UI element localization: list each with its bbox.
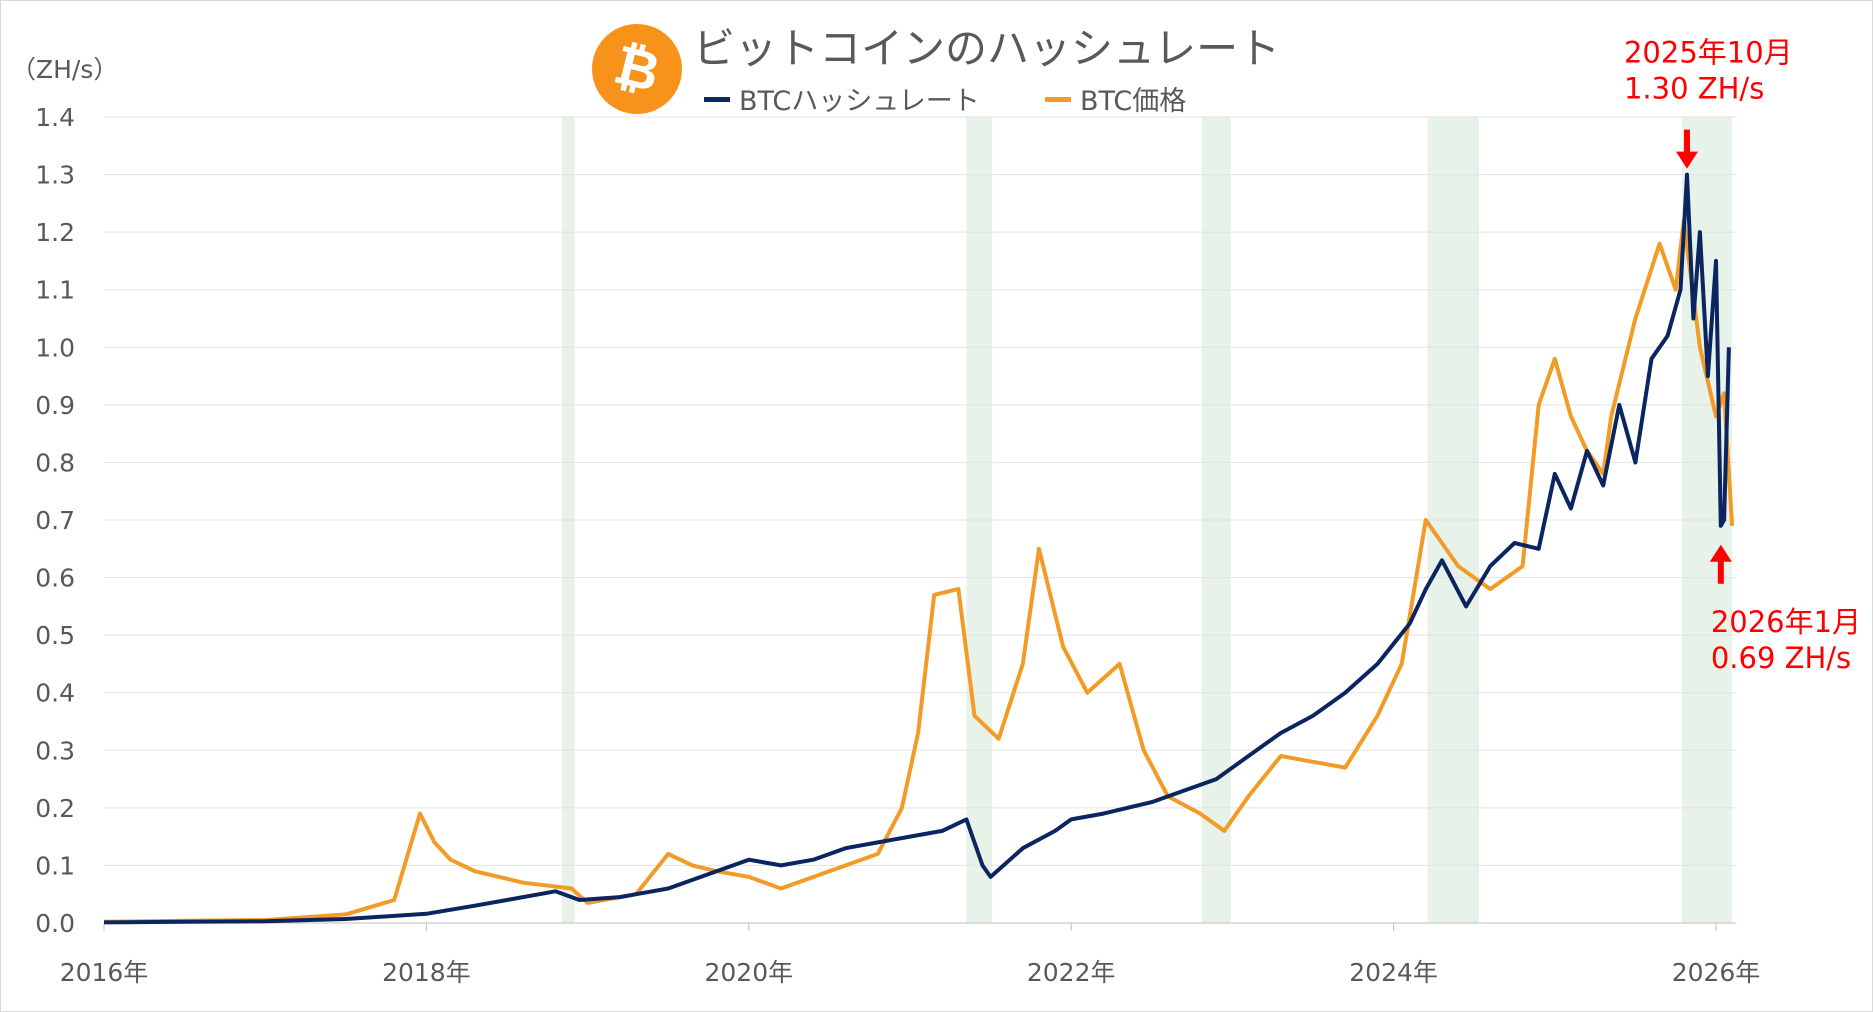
y-tick-label: 1.1 <box>35 276 75 305</box>
annotation-value: 0.69 ZH/s <box>1711 641 1851 675</box>
legend-label-hashrate: BTCハッシュレート <box>739 86 980 117</box>
arrow-up-icon <box>1709 544 1732 584</box>
x-tick-label: 2018年 <box>382 958 471 987</box>
legend-label-price: BTC価格 <box>1080 86 1186 117</box>
y-tick-label: 1.4 <box>35 103 75 132</box>
y-tick-label: 0.2 <box>35 794 75 823</box>
y-tick-label: 1.3 <box>35 161 75 190</box>
x-tick-label: 2020年 <box>704 958 793 987</box>
annotation-value: 1.30 ZH/s <box>1624 72 1764 106</box>
legend-swatch-price <box>1045 97 1071 102</box>
y-tick-label: 0.9 <box>35 391 75 420</box>
x-tick-label: 2026年 <box>1672 958 1761 987</box>
chart-header: ₿ ビットコインのハッシュレート BTCハッシュレート BTC価格 <box>592 24 1280 117</box>
arrow-down-icon <box>1675 129 1698 169</box>
x-tick-label: 2024年 <box>1349 958 1438 987</box>
y-tick-label: 0.4 <box>35 679 75 708</box>
y-tick-label: 1.0 <box>35 333 75 362</box>
y-tick-label: 0.5 <box>35 621 75 650</box>
y-tick-label: 0.1 <box>35 851 75 880</box>
annotation-label: 2026年1月 <box>1711 605 1861 639</box>
legend-swatch-hashrate <box>704 97 730 102</box>
y-tick-label: 0.7 <box>35 506 75 535</box>
x-tick-label: 2016年 <box>60 958 149 987</box>
y-tick-label: 0.8 <box>35 448 75 477</box>
bitcoin-logo-icon <box>592 24 682 114</box>
y-tick-label: 0.3 <box>35 736 75 765</box>
chart-title: ビットコインのハッシュレート <box>693 24 1280 73</box>
y-axis-unit: （ZH/s） <box>11 55 118 84</box>
y-tick-label: 1.2 <box>35 218 75 247</box>
x-tick-label: 2022年 <box>1027 958 1116 987</box>
y-tick-label: 0.6 <box>35 564 75 593</box>
y-tick-label: 0.0 <box>35 909 75 938</box>
annotation-label: 2025年10月 <box>1624 36 1793 70</box>
series-line-hashrate <box>103 172 1731 925</box>
